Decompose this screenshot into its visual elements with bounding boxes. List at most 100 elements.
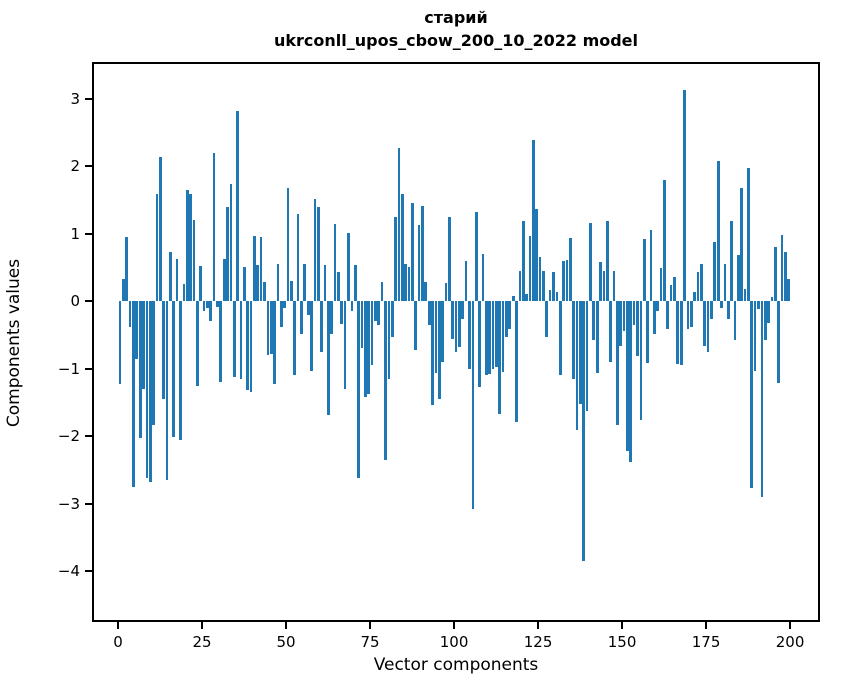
bar xyxy=(263,282,266,302)
bar xyxy=(612,270,616,302)
bar xyxy=(579,301,582,404)
bar xyxy=(723,263,727,302)
bar xyxy=(283,301,287,308)
bar xyxy=(132,301,135,487)
bar xyxy=(404,263,407,302)
bar xyxy=(757,301,760,309)
y-tick-mark xyxy=(85,502,92,505)
bar xyxy=(276,263,280,302)
bar xyxy=(525,294,528,302)
bar xyxy=(411,202,414,302)
bar xyxy=(145,301,149,479)
y-tick-mark xyxy=(85,570,92,573)
bar xyxy=(296,213,300,302)
bar xyxy=(599,261,602,302)
bar xyxy=(374,301,377,321)
bar xyxy=(397,148,401,302)
bar xyxy=(545,301,549,337)
bar xyxy=(679,301,683,366)
x-tick-label: 100 xyxy=(439,633,469,651)
y-tick-label: 0 xyxy=(70,292,80,311)
bar xyxy=(122,278,125,302)
bar xyxy=(763,301,767,341)
bar xyxy=(279,301,283,327)
y-tick-mark xyxy=(85,97,92,100)
x-tick-label: 75 xyxy=(360,633,380,651)
bar xyxy=(394,217,397,302)
y-tick-label: −3 xyxy=(57,494,80,513)
bar xyxy=(468,301,471,369)
bar xyxy=(320,301,323,352)
bar xyxy=(306,301,310,316)
bar xyxy=(474,211,478,302)
bar xyxy=(461,301,465,319)
bar xyxy=(142,301,145,389)
bar xyxy=(253,235,256,302)
bar xyxy=(286,188,290,302)
x-tick-mark xyxy=(117,622,119,629)
bar xyxy=(125,236,129,302)
y-tick-mark xyxy=(85,165,92,167)
bar xyxy=(787,278,791,302)
bar xyxy=(498,301,502,414)
bar xyxy=(784,252,787,302)
y-tick-label: 1 xyxy=(70,224,80,243)
bar xyxy=(511,295,515,302)
bar xyxy=(172,301,176,437)
bar xyxy=(360,301,364,349)
bar xyxy=(568,238,572,302)
bar xyxy=(683,89,686,302)
bar xyxy=(582,301,586,561)
bar xyxy=(427,301,431,326)
bar xyxy=(330,301,334,334)
bar xyxy=(206,301,209,308)
x-tick-label: 50 xyxy=(276,633,296,651)
bar xyxy=(535,208,539,302)
bar xyxy=(269,301,273,354)
bar xyxy=(505,301,508,337)
plot-area xyxy=(92,62,820,622)
bar xyxy=(686,301,690,329)
y-tick-mark xyxy=(85,435,92,438)
bar xyxy=(663,179,666,302)
bar xyxy=(222,258,226,302)
chart-title-line2: ukrconll_upos_cbow_200_10_2022 model xyxy=(273,31,639,50)
bar xyxy=(515,301,518,423)
bar xyxy=(740,188,744,302)
bar xyxy=(589,223,592,302)
bar xyxy=(495,301,498,368)
bar xyxy=(158,157,162,302)
bar xyxy=(249,301,253,393)
bar xyxy=(572,301,575,379)
x-tick-mark xyxy=(285,622,287,629)
bar xyxy=(316,207,320,302)
bar xyxy=(135,301,139,359)
bar xyxy=(773,247,777,302)
bar xyxy=(165,301,169,481)
bar xyxy=(767,301,770,324)
bar xyxy=(441,301,444,362)
bar xyxy=(232,301,236,377)
y-tick-label: −1 xyxy=(57,359,80,378)
bar xyxy=(216,301,219,307)
bar xyxy=(696,272,700,302)
bar xyxy=(713,242,717,302)
bar xyxy=(693,292,696,302)
bar xyxy=(400,193,404,302)
bar xyxy=(656,301,660,311)
bar xyxy=(380,282,384,302)
bar xyxy=(367,301,371,394)
bar xyxy=(340,301,344,325)
bar xyxy=(592,301,596,341)
bar xyxy=(313,199,317,302)
bar xyxy=(538,257,542,302)
bar xyxy=(417,225,421,302)
bar xyxy=(347,232,350,302)
bar xyxy=(185,189,189,302)
bar xyxy=(478,301,481,387)
bar xyxy=(616,301,619,426)
bar xyxy=(236,110,239,302)
bar xyxy=(377,301,381,326)
bar xyxy=(195,301,199,386)
y-tick-mark xyxy=(85,232,92,235)
